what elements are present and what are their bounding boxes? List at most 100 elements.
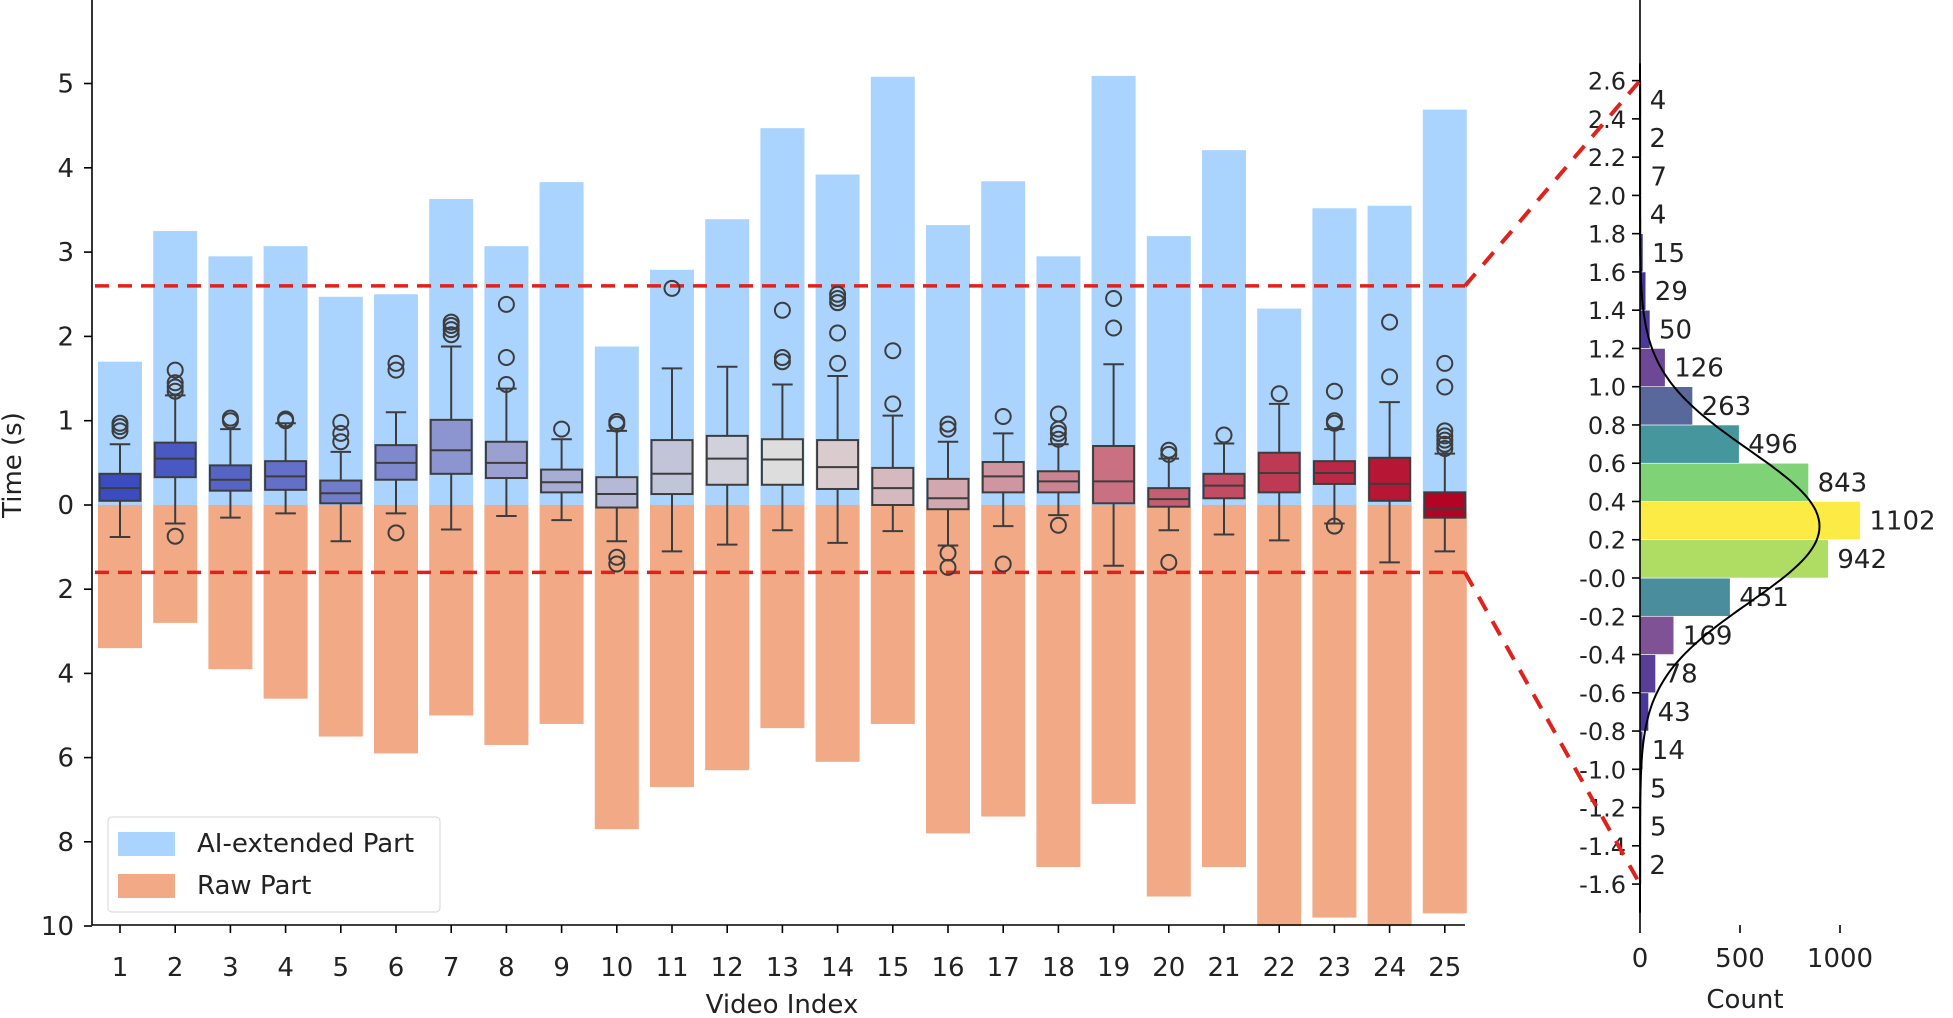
flier [111, 414, 129, 432]
flier [829, 354, 847, 372]
flier [497, 348, 515, 366]
box [926, 477, 970, 511]
flier [1049, 405, 1067, 423]
box [1423, 491, 1467, 519]
y-tick-label: 1 [57, 407, 74, 437]
count-label: 4 [1650, 201, 1667, 231]
flier [1325, 517, 1343, 535]
count-label: 78 [1665, 660, 1698, 690]
flier [166, 361, 184, 379]
box [1368, 456, 1412, 502]
count-label: 942 [1837, 545, 1887, 575]
flier [939, 558, 957, 576]
flier [111, 422, 129, 440]
raw-bar-2 [153, 505, 198, 623]
box [595, 476, 639, 509]
y-tick-label: 2 [57, 322, 74, 352]
count-label: 7 [1650, 162, 1667, 192]
y-tick-label: 4 [57, 659, 74, 689]
hist-y-tick-label: 1.6 [1588, 259, 1626, 287]
flier [608, 413, 626, 431]
hist-x-axis-label: Count [1706, 985, 1783, 1015]
box [208, 464, 252, 492]
histogram-bar-12 [1639, 386, 1693, 426]
boxplot-24 [1368, 313, 1412, 564]
boxplot-16 [926, 415, 970, 576]
hist-y-tick-label: 1.8 [1588, 221, 1626, 249]
x-tick-label: 6 [388, 953, 405, 983]
box [871, 466, 915, 506]
flier [332, 424, 350, 442]
raw-bar-13 [760, 505, 805, 729]
hist-y-tick-label: -0.8 [1579, 718, 1626, 746]
raw-bar-20 [1146, 505, 1191, 897]
x-tick-label: 16 [931, 953, 964, 983]
flier [387, 361, 405, 379]
histogram-bar-6 [1639, 615, 1675, 655]
box [705, 434, 749, 486]
flier [994, 555, 1012, 573]
raw-bar-16 [926, 505, 970, 834]
x-tick-label: 10 [600, 953, 633, 983]
hist-y-tick-label: 0.8 [1588, 412, 1626, 440]
count-label: 169 [1683, 621, 1733, 651]
count-label: 50 [1659, 315, 1692, 345]
flier [442, 313, 460, 331]
x-tick-label: 9 [553, 953, 570, 983]
boxplot-18 [1036, 405, 1080, 534]
raw-bar-24 [1367, 505, 1412, 926]
x-tick-label: 21 [1207, 953, 1240, 983]
flier [497, 295, 515, 313]
flier [939, 420, 957, 438]
flier [1381, 368, 1399, 386]
flier [1049, 430, 1067, 448]
zoom-connectors [1463, 79, 1642, 886]
x-tick-label: 11 [655, 953, 688, 983]
hist-y-tick-label: -0.2 [1579, 603, 1626, 631]
flier [829, 289, 847, 307]
hist-y-tick-label: -0.4 [1579, 642, 1626, 670]
hist-y-tick-label: 2.2 [1588, 144, 1626, 172]
boxplot-14 [816, 285, 860, 544]
flier [1049, 424, 1067, 442]
box [540, 468, 584, 494]
legend-swatch-ai [118, 832, 175, 856]
boxplot-10 [595, 413, 639, 573]
raw-bar-10 [594, 505, 639, 830]
histogram-bar-7 [1639, 577, 1731, 617]
flier [387, 524, 405, 542]
flier [884, 342, 902, 360]
flier [1381, 313, 1399, 331]
flier [553, 420, 571, 438]
boxplot-17 [981, 407, 1025, 573]
count-label: 2 [1649, 851, 1666, 881]
boxplot-11 [650, 279, 694, 553]
flier [1436, 378, 1454, 396]
box [760, 438, 804, 486]
flier [1160, 441, 1178, 459]
x-tick-label: 22 [1263, 953, 1296, 983]
boxplot-13 [760, 301, 804, 532]
flier [1436, 422, 1454, 440]
x-tick-label: 18 [1042, 953, 1075, 983]
boxplot-9 [540, 420, 584, 522]
legend-swatch-raw [118, 874, 175, 898]
hist-x-tick-label: 500 [1715, 944, 1765, 974]
legend-label-ai: AI-extended Part [197, 829, 414, 859]
flier [1325, 412, 1343, 430]
flier [1270, 385, 1288, 403]
boxplot-15 [871, 342, 915, 533]
boxplot-5 [319, 413, 363, 543]
x-tick-label: 17 [987, 953, 1020, 983]
hist-y-tick-label: 0.6 [1588, 450, 1626, 478]
flier [277, 410, 295, 428]
y-tick-label: 8 [57, 828, 74, 858]
boxplot-4 [264, 410, 308, 515]
histogram-bar-8 [1639, 539, 1829, 579]
count-label: 43 [1658, 698, 1691, 728]
boxplot-25 [1423, 354, 1467, 553]
flier [332, 433, 350, 451]
x-tick-label: 20 [1152, 953, 1185, 983]
hist-y-tick-label: 1.2 [1588, 335, 1626, 363]
